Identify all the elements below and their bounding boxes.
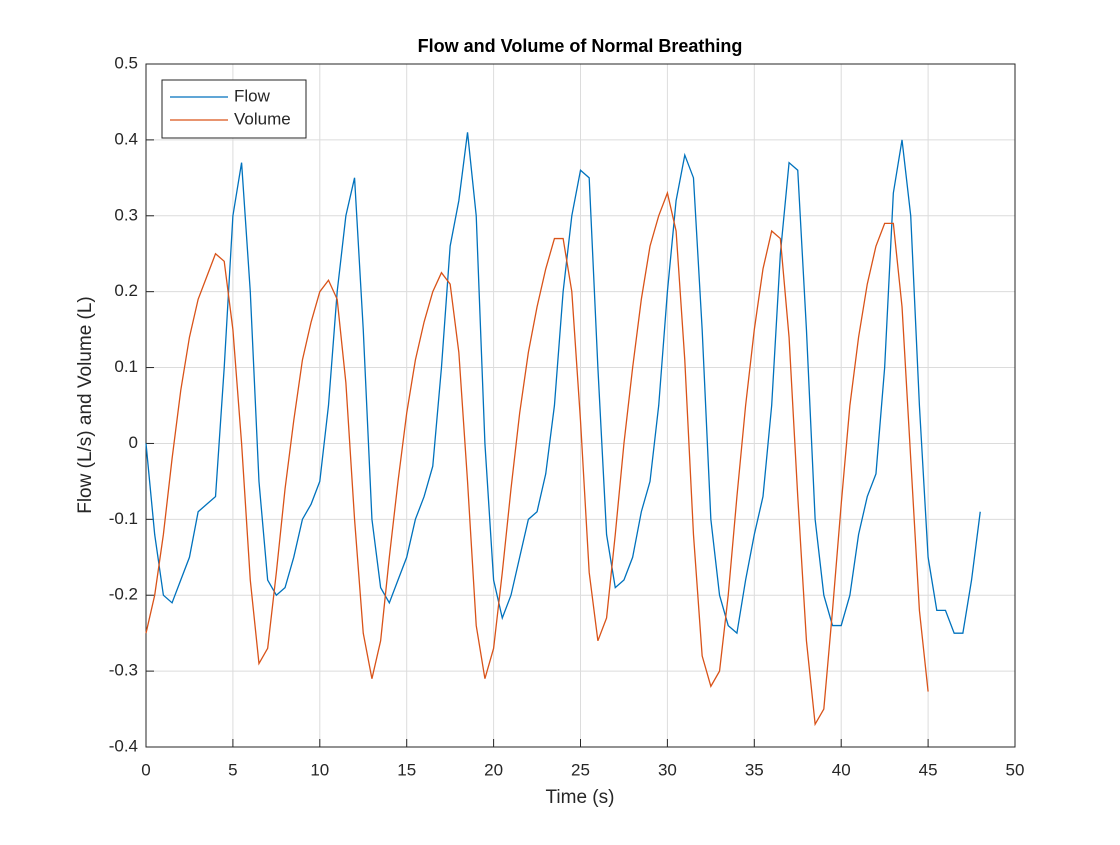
x-tick-label: 0 bbox=[141, 760, 150, 779]
y-tick-label: 0.4 bbox=[114, 129, 138, 148]
y-axis-label: Flow (L/s) and Volume (L) bbox=[75, 296, 96, 514]
y-tick-label: 0.2 bbox=[114, 281, 138, 300]
x-tick-label: 40 bbox=[832, 760, 851, 779]
legend-label: Flow bbox=[234, 86, 271, 105]
x-tick-label: 10 bbox=[310, 760, 329, 779]
x-tick-label: 25 bbox=[571, 760, 590, 779]
x-tick-label: 15 bbox=[397, 760, 416, 779]
x-tick-label: 30 bbox=[658, 760, 677, 779]
y-tick-label: -0.4 bbox=[109, 736, 138, 755]
x-axis-label: Time (s) bbox=[546, 787, 615, 808]
legend-box bbox=[161, 79, 307, 139]
y-tick-label: 0 bbox=[129, 433, 138, 452]
legend-label: Volume bbox=[234, 109, 291, 128]
chart-title: Flow and Volume of Normal Breathing bbox=[418, 36, 743, 56]
plot-frame bbox=[145, 63, 1016, 748]
x-tick-label: 45 bbox=[919, 760, 938, 779]
y-tick-label: -0.1 bbox=[109, 509, 138, 528]
y-tick-label: 0.1 bbox=[114, 357, 138, 376]
x-tick-label: 35 bbox=[745, 760, 764, 779]
y-tick-label: -0.2 bbox=[109, 585, 138, 604]
y-tick-label: 0.3 bbox=[114, 205, 138, 224]
x-tick-label: 50 bbox=[1006, 760, 1025, 779]
data-line bbox=[145, 132, 981, 635]
x-tick-label: 20 bbox=[484, 760, 503, 779]
x-tick-label: 5 bbox=[228, 760, 237, 779]
y-tick-label: 0.5 bbox=[114, 53, 138, 72]
y-tick-label: -0.3 bbox=[109, 661, 138, 680]
data-line bbox=[145, 190, 929, 727]
